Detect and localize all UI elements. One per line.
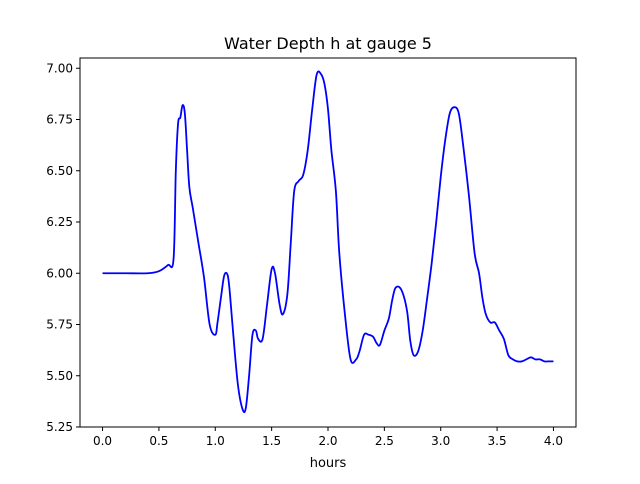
x-tick-label: 0.5 <box>149 434 168 448</box>
chart-title: Water Depth h at gauge 5 <box>224 34 432 53</box>
series-line-0 <box>102 70 554 414</box>
y-tick-label: 6.50 <box>46 164 73 178</box>
x-axis-label: hours <box>310 456 347 471</box>
y-tick-label: 6.00 <box>46 266 73 280</box>
x-tick-label: 2.5 <box>375 434 394 448</box>
y-tick-label: 6.75 <box>46 113 73 127</box>
y-tick-label: 6.25 <box>46 215 73 229</box>
x-tick-label: 0.0 <box>93 434 112 448</box>
axes: 0.0 0.5 1.0 1.5 2.0 2.5 3.0 3.5 4.0 5.25 5.50 5.75 6… <box>46 57 577 448</box>
x-tick-label: 1.5 <box>262 434 281 448</box>
y-tick-label: 5.25 <box>46 420 73 434</box>
x-tick-label: 2.0 <box>318 434 337 448</box>
y-tick-label: 5.50 <box>46 369 73 383</box>
x-tick-label: 1.0 <box>206 434 225 448</box>
y-tick-label: 5.75 <box>46 318 73 332</box>
x-tick-label: 3.0 <box>431 434 450 448</box>
plot-area <box>102 70 554 414</box>
x-tick-label: 4.0 <box>544 434 563 448</box>
y-tick-label: 7.00 <box>46 61 73 75</box>
x-tick-label: 3.5 <box>488 434 507 448</box>
